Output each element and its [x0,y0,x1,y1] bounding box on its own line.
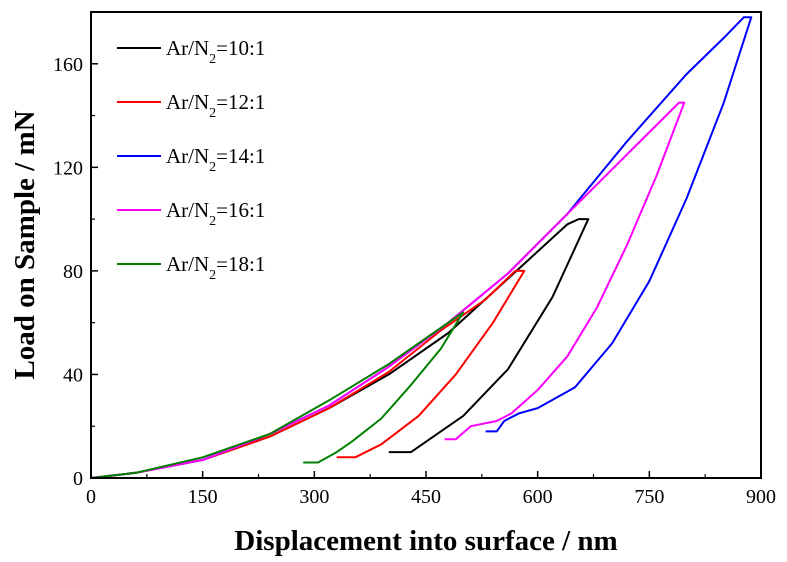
legend: Ar/N2=10:1 Ar/N2=12:1 Ar/N2=14:1 Ar/N2=16:1… [117,36,265,283]
y-tick-label: 160 [53,54,83,76]
y-tick-label: 80 [63,261,83,283]
y-axis-title: Load on Sample / mN [9,110,41,379]
plot-frame [90,11,762,479]
series-layer [90,16,753,479]
x-tick-label: 600 [523,486,553,508]
legend-label-1: Ar/N2=10:1 [166,36,265,67]
y-tick-label: 0 [73,468,83,490]
series-line-5 [90,311,465,479]
x-tick-label: 300 [299,486,329,508]
legend-label-5: Ar/N2=18:1 [166,252,265,283]
series-line-2 [90,269,526,479]
x-tick-label: 900 [746,486,776,508]
y-tick-label: 120 [53,157,83,179]
x-tick-label: 150 [188,486,218,508]
x-tick-label: 450 [411,486,441,508]
x-tick-label: 750 [634,486,664,508]
legend-label-4: Ar/N2=16:1 [166,198,265,229]
legend-label-2: Ar/N2=12:1 [166,90,265,121]
x-axis-title: Displacement into surface / nm [234,525,617,557]
x-tick-label: 0 [86,486,96,508]
legend-label-3: Ar/N2=14:1 [166,144,265,175]
y-tick-label: 40 [63,364,83,386]
series-line-4 [90,101,686,479]
